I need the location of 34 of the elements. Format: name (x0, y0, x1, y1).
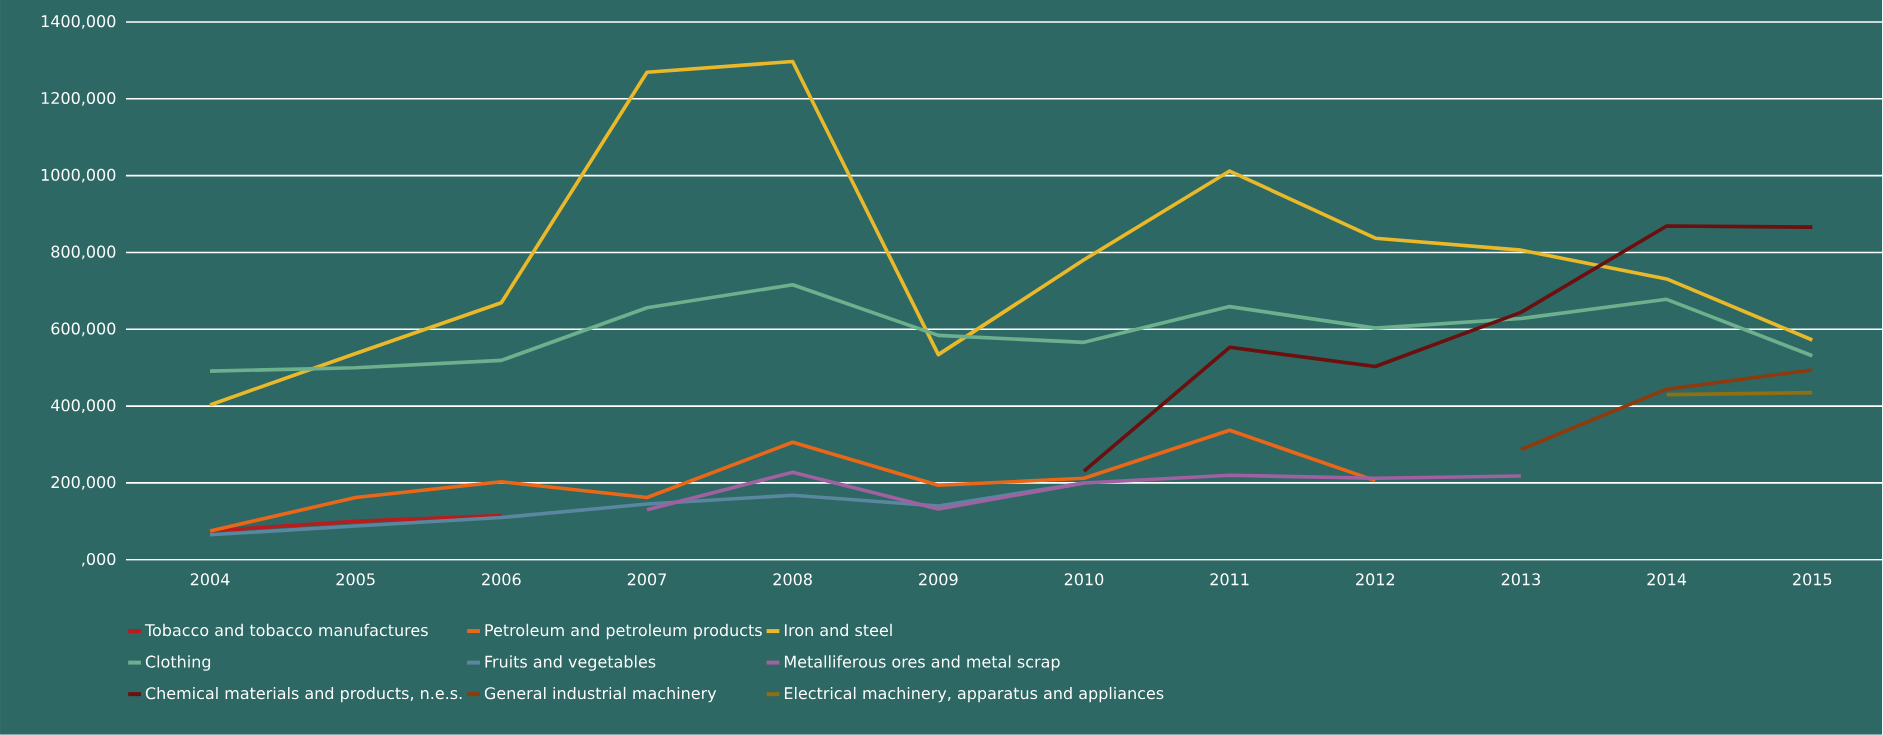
y-tick-label: 1000,000 (41, 168, 116, 183)
legend-label: Chemical materials and products, n.e.s. (145, 687, 462, 703)
y-tick-label: ,000 (82, 553, 116, 567)
legend-label: General industrial machinery (484, 687, 717, 703)
y-tick-label: 200,000 (51, 476, 116, 490)
x-tick-label: 2014 (1647, 573, 1687, 586)
legend-label: Petroleum and petroleum products (485, 623, 762, 640)
x-tick-label: 2005 (336, 573, 375, 586)
x-tick-label: 2012 (1356, 573, 1395, 586)
line-series (208, 283, 1815, 374)
legend-label: Clothing (145, 655, 211, 671)
x-tick-label: 2006 (482, 573, 521, 586)
line-series (1082, 224, 1815, 473)
x-tick-label: 2011 (1210, 573, 1249, 586)
legend-label: Fruits and vegetables (485, 655, 656, 671)
legend-label: Metalliferous ores and metal scrap (784, 655, 1060, 671)
line-series (208, 428, 1378, 533)
x-tick-label: 2010 (1064, 573, 1104, 586)
x-tick-label: 2004 (190, 573, 230, 586)
x-tick-label: 2007 (627, 573, 666, 586)
y-tick-label: 1200,000 (41, 92, 116, 106)
y-tick-label: 400,000 (51, 399, 116, 414)
legend-label: Electrical machinery, apparatus and appliances (784, 687, 1164, 703)
line-series (645, 470, 1523, 512)
y-tick-label: 800,000 (51, 245, 116, 260)
y-tick-label: 600,000 (51, 322, 116, 337)
x-tick-label: 2008 (773, 573, 812, 586)
legend-label: Tobacco and tobacco manufactures (144, 623, 428, 637)
x-tick-label: 2015 (1793, 573, 1832, 586)
line-series (208, 59, 1815, 407)
legend-label: Iron and steel (784, 623, 892, 637)
x-tick-label: 2013 (1501, 573, 1541, 586)
y-tick-label: 1400,000 (41, 15, 116, 30)
x-tick-label: 2009 (919, 573, 958, 586)
